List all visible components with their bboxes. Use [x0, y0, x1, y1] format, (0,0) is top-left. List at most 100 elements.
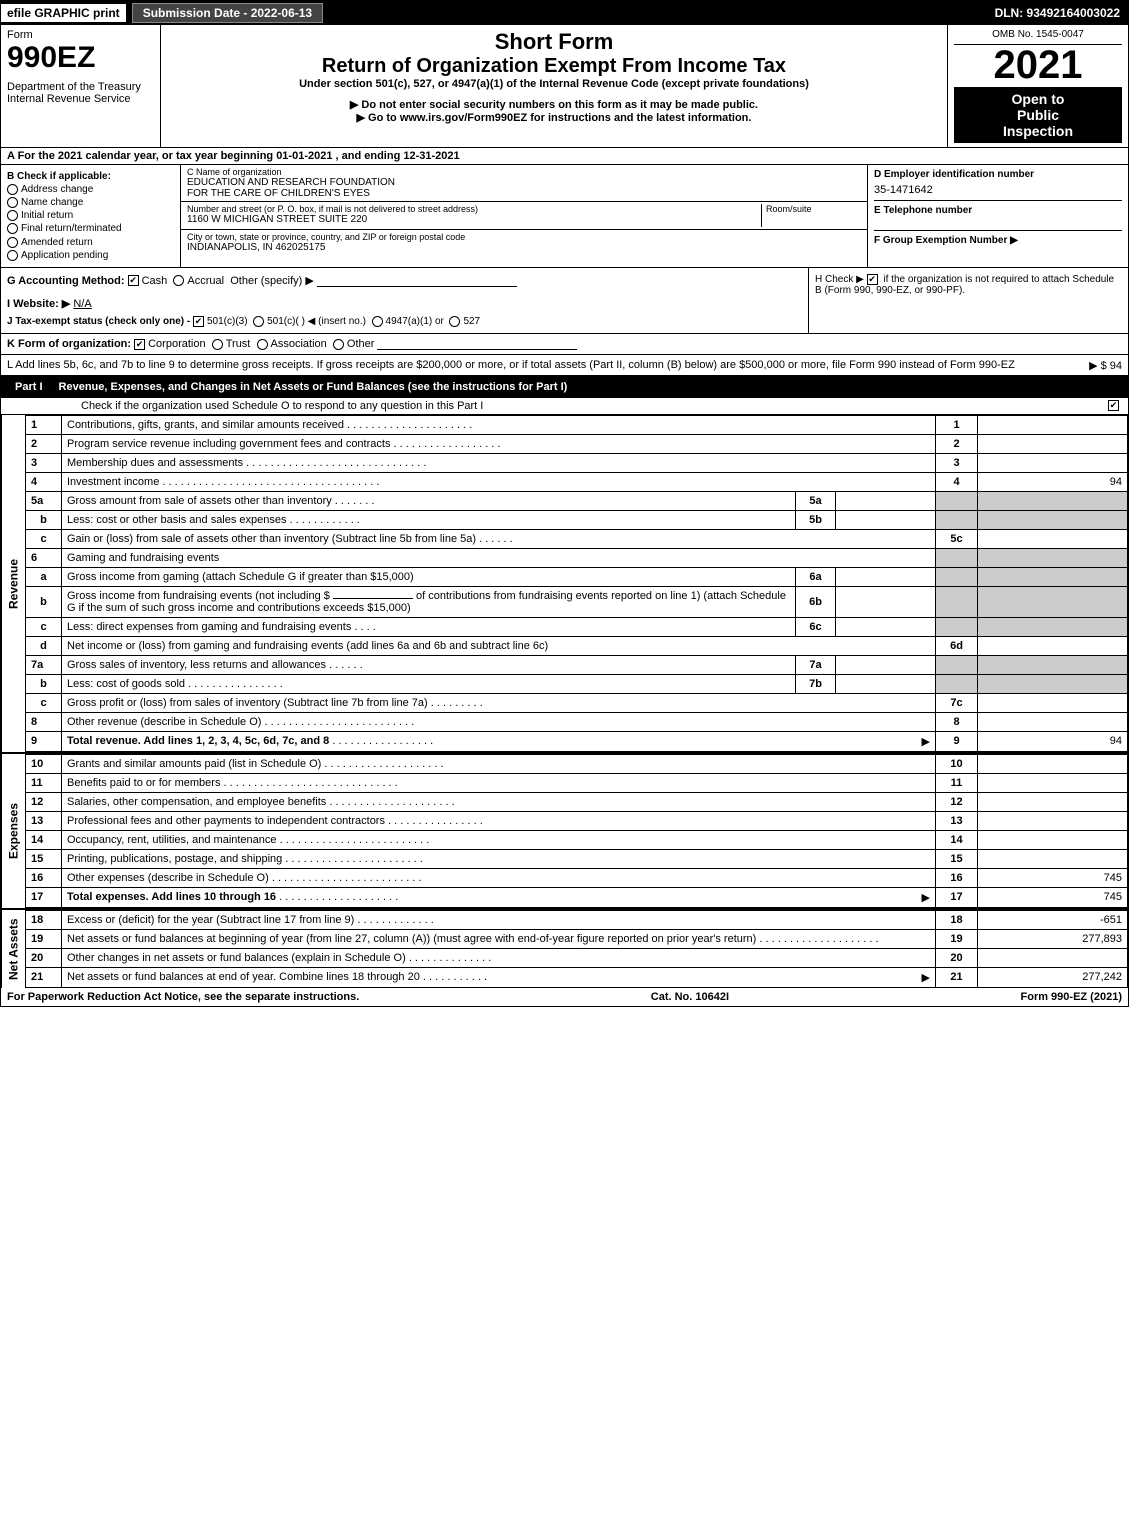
subtitle: Under section 501(c), 527, or 4947(a)(1)…	[167, 78, 941, 90]
other-specify-label: Other (specify) ▶	[230, 275, 314, 287]
part-i-check-note: Check if the organization used Schedule …	[1, 398, 1128, 415]
line-16: 16Other expenses (describe in Schedule O…	[26, 868, 1128, 887]
goto-link[interactable]: ▶ Go to www.irs.gov/Form990EZ for instru…	[167, 111, 941, 124]
line-2: 2Program service revenue including gover…	[26, 434, 1128, 453]
opt-501c: 501(c)( ) ◀ (insert no.)	[267, 316, 366, 327]
section-h-label: H Check ▶	[815, 274, 864, 285]
checkbox-name-change[interactable]: Name change	[7, 197, 174, 208]
info-block: B Check if applicable: Address change Na…	[1, 165, 1128, 268]
checkbox-amended-return[interactable]: Amended return	[7, 237, 174, 248]
checkbox-trust[interactable]	[212, 339, 223, 350]
other-specify-input[interactable]	[317, 275, 517, 287]
form-org-label: K Form of organization:	[7, 338, 131, 350]
line-15: 15Printing, publications, postage, and s…	[26, 849, 1128, 868]
line-1: 1Contributions, gifts, grants, and simil…	[26, 415, 1128, 434]
line-14: 14Occupancy, rent, utilities, and mainte…	[26, 830, 1128, 849]
form-label: Form	[7, 29, 154, 41]
line-6a: aGross income from gaming (attach Schedu…	[26, 567, 1128, 586]
header-right: OMB No. 1545-0047 2021 Open to Public In…	[948, 25, 1128, 147]
form-number: 990EZ	[7, 41, 154, 75]
expenses-section: Expenses 10Grants and similar amounts pa…	[1, 754, 1128, 910]
ein-value: 35-1471642	[874, 184, 1122, 196]
checkbox-527[interactable]	[449, 316, 460, 327]
form-id-footer: Form 990-EZ (2021)	[1021, 991, 1122, 1003]
ssn-warning: ▶ Do not enter social security numbers o…	[167, 98, 941, 111]
telephone-label: E Telephone number	[874, 200, 1122, 216]
line-12: 12Salaries, other compensation, and empl…	[26, 792, 1128, 811]
org-city: INDIANAPOLIS, IN 462025175	[187, 242, 861, 253]
checkbox-accrual[interactable]	[173, 275, 184, 286]
org-name-row: C Name of organization EDUCATION AND RES…	[181, 165, 867, 202]
other-org-input[interactable]	[377, 338, 577, 350]
line-7a: 7aGross sales of inventory, less returns…	[26, 655, 1128, 674]
checkbox-501c[interactable]	[253, 316, 264, 327]
line-11: 11Benefits paid to or for members . . . …	[26, 773, 1128, 792]
part-i-header: Part I Revenue, Expenses, and Changes in…	[1, 376, 1128, 398]
website-label: I Website: ▶	[7, 298, 70, 310]
addr-label: Number and street (or P. O. box, if mail…	[187, 204, 761, 214]
website-value: N/A	[73, 298, 91, 310]
title-main: Return of Organization Exempt From Incom…	[167, 55, 941, 78]
schedule-o-note: Check if the organization used Schedule …	[81, 400, 483, 412]
page-footer: For Paperwork Reduction Act Notice, see …	[1, 988, 1128, 1006]
checkbox-schedule-b[interactable]: ✔	[867, 274, 878, 285]
checkbox-final-return[interactable]: Final return/terminated	[7, 223, 174, 234]
open-line2: Public	[1017, 107, 1059, 123]
net-assets-section: Net Assets 18Excess or (deficit) for the…	[1, 910, 1128, 988]
cat-no: Cat. No. 10642I	[651, 991, 729, 1003]
expenses-tab: Expenses	[1, 754, 25, 908]
line-5b: bLess: cost or other basis and sales exp…	[26, 510, 1128, 529]
line-10: 10Grants and similar amounts paid (list …	[26, 754, 1128, 773]
checkbox-schedule-o[interactable]: ✔	[1108, 400, 1119, 411]
checkbox-other-org[interactable]	[333, 339, 344, 350]
opt-4947: 4947(a)(1) or	[386, 316, 444, 327]
org-name-label: C Name of organization	[187, 167, 861, 177]
room-suite-label: Room/suite	[766, 204, 861, 214]
opt-association: Association	[271, 338, 327, 350]
line-21: 21Net assets or fund balances at end of …	[26, 967, 1128, 987]
city-label: City or town, state or province, country…	[187, 232, 861, 242]
line-18: 18Excess or (deficit) for the year (Subt…	[26, 910, 1128, 929]
efile-print-label[interactable]: efile GRAPHIC print	[1, 4, 128, 22]
open-line1: Open to	[1012, 91, 1065, 107]
open-to-public: Open to Public Inspection	[954, 87, 1122, 143]
section-k: K Form of organization: ✔Corporation Tru…	[1, 334, 1128, 355]
line-6b: bGross income from fundraising events (n…	[26, 586, 1128, 617]
part-i-title: Revenue, Expenses, and Changes in Net As…	[59, 381, 568, 393]
irs-label: Internal Revenue Service	[7, 93, 154, 105]
opt-corporation: Corporation	[148, 338, 205, 350]
line-7b: bLess: cost of goods sold . . . . . . . …	[26, 674, 1128, 693]
part-i-label: Part I	[7, 379, 51, 395]
checkbox-address-change[interactable]: Address change	[7, 184, 174, 195]
line-7c: cGross profit or (loss) from sales of in…	[26, 693, 1128, 712]
org-city-row: City or town, state or province, country…	[181, 230, 867, 258]
line-6: 6Gaming and fundraising events	[26, 548, 1128, 567]
checkbox-initial-return[interactable]: Initial return	[7, 210, 174, 221]
top-bar: efile GRAPHIC print Submission Date - 20…	[1, 1, 1128, 25]
section-a-taxyear: A For the 2021 calendar year, or tax yea…	[1, 148, 1128, 165]
opt-other-org: Other	[347, 338, 375, 350]
header-center: Short Form Return of Organization Exempt…	[161, 25, 948, 147]
line-4: 4Investment income . . . . . . . . . . .…	[26, 472, 1128, 491]
net-assets-table: 18Excess or (deficit) for the year (Subt…	[25, 910, 1128, 988]
section-l: L Add lines 5b, 6c, and 7b to line 9 to …	[1, 355, 1128, 376]
line-6c: cLess: direct expenses from gaming and f…	[26, 617, 1128, 636]
section-def: D Employer identification number 35-1471…	[868, 165, 1128, 267]
cash-label: Cash	[142, 275, 168, 287]
checkbox-corporation[interactable]: ✔	[134, 339, 145, 350]
opt-527: 527	[463, 316, 480, 327]
section-h: H Check ▶ ✔ if the organization is not r…	[808, 268, 1128, 333]
org-address-row: Number and street (or P. O. box, if mail…	[181, 202, 867, 230]
line-13: 13Professional fees and other payments t…	[26, 811, 1128, 830]
section-g: G Accounting Method: ✔Cash Accrual Other…	[1, 268, 808, 333]
net-assets-tab: Net Assets	[1, 910, 25, 988]
checkbox-application-pending[interactable]: Application pending	[7, 250, 174, 261]
open-line3: Inspection	[1003, 123, 1073, 139]
checkbox-association[interactable]	[257, 339, 268, 350]
section-b: B Check if applicable: Address change Na…	[1, 165, 181, 267]
checkbox-4947[interactable]	[372, 316, 383, 327]
checkbox-cash[interactable]: ✔	[128, 275, 139, 286]
revenue-table: 1Contributions, gifts, grants, and simil…	[25, 415, 1128, 752]
revenue-section: Revenue 1Contributions, gifts, grants, a…	[1, 415, 1128, 754]
checkbox-501c3[interactable]: ✔	[193, 316, 204, 327]
